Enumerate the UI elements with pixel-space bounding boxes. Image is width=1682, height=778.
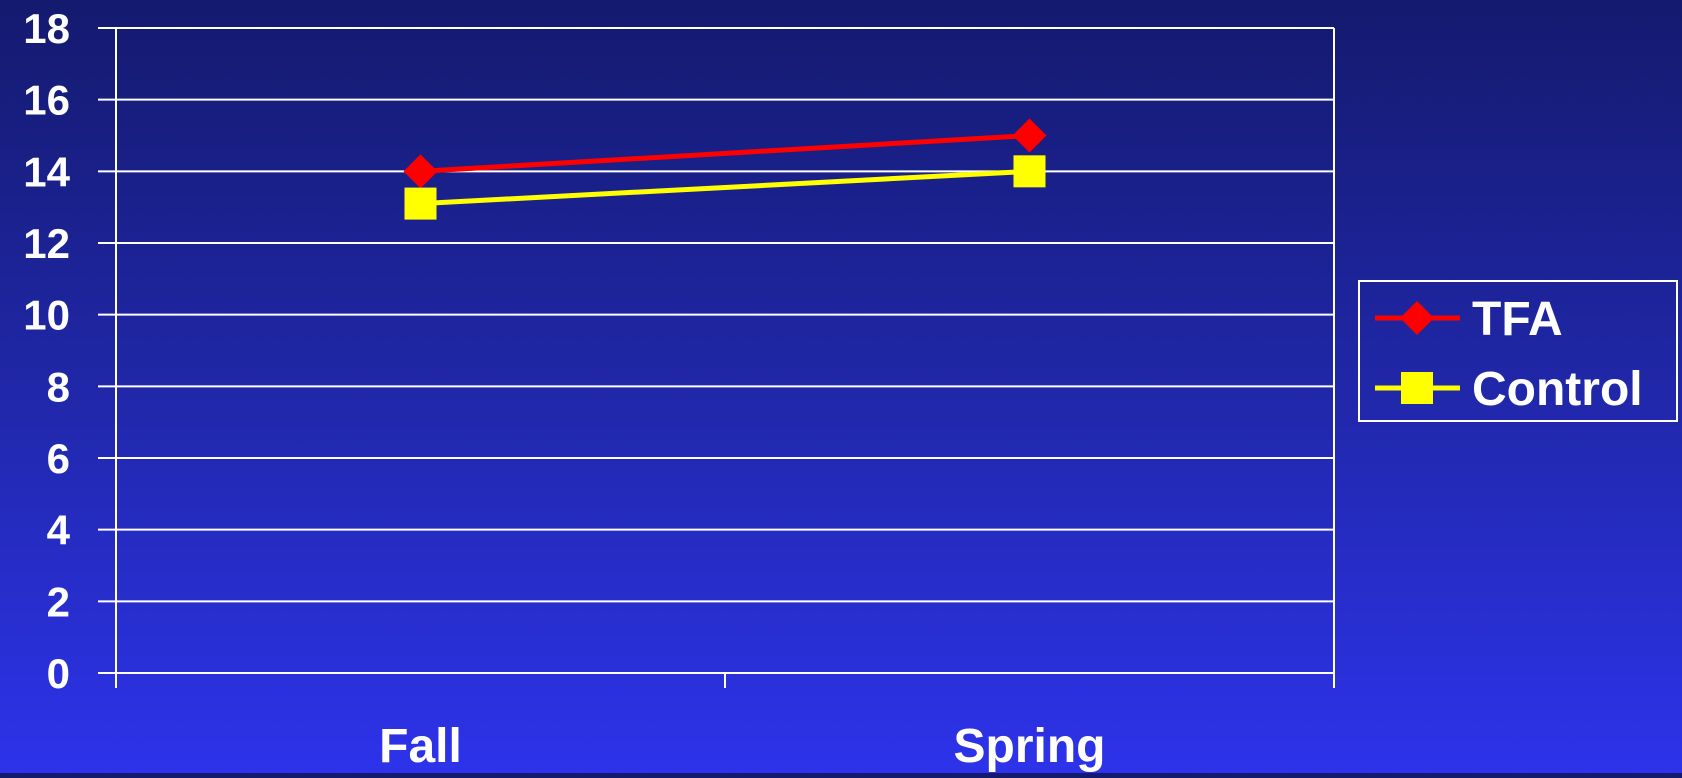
grid-layer: [98, 27, 1334, 674]
legend-label-control: Control: [1472, 363, 1643, 416]
y-tick-label: 10: [23, 292, 70, 339]
y-tick-label: 0: [47, 650, 70, 697]
data-point-tfa-fall: [403, 154, 438, 189]
series-layer: [403, 118, 1047, 220]
legend-marker-control: [1401, 372, 1433, 404]
series-line-tfa: [420, 133, 1030, 174]
legend-label-tfa: TFA: [1472, 293, 1563, 346]
axis-layer: 0 2 4 6 8 10 12 14 16 18 Fall Spring: [23, 5, 1335, 773]
legend: TFA Control: [1358, 280, 1678, 422]
y-tick-label: 18: [23, 5, 70, 52]
data-point-control-spring: [1013, 155, 1046, 188]
legend-box: [1358, 280, 1678, 422]
y-tick-label: 4: [47, 507, 71, 554]
data-point-control-fall: [404, 187, 437, 220]
x-tick-label-fall: Fall: [379, 720, 462, 773]
y-tick-label: 16: [23, 77, 70, 124]
y-tick-label: 14: [23, 148, 70, 195]
legend-marker-tfa: [1400, 301, 1434, 335]
y-tick-label: 12: [23, 220, 70, 267]
y-tick-label: 2: [47, 578, 70, 625]
y-tick-label: 8: [47, 363, 70, 410]
data-point-tfa-spring: [1012, 118, 1047, 153]
x-tick-label-spring: Spring: [954, 720, 1106, 773]
series-line-control: [420, 168, 1030, 207]
y-tick-label: 6: [47, 435, 70, 482]
